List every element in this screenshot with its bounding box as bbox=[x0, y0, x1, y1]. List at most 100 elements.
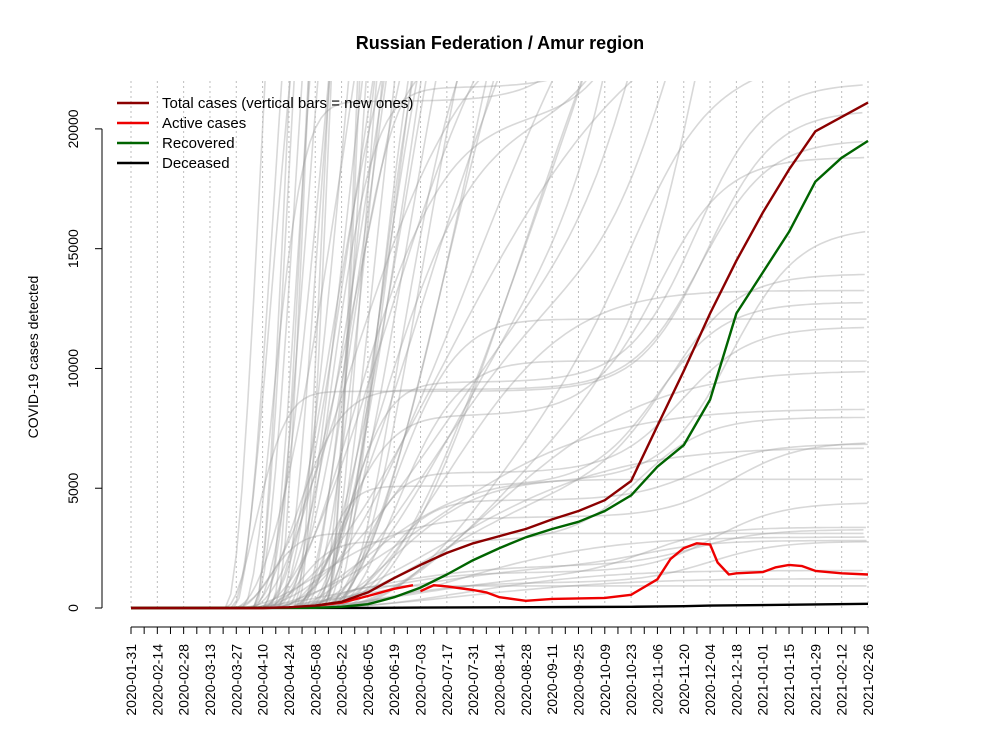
background-region-curve bbox=[275, 81, 499, 608]
chart-title: Russian Federation / Amur region bbox=[356, 33, 644, 53]
background-region-curve bbox=[224, 111, 863, 608]
background-region-curve bbox=[264, 81, 594, 608]
background-region-curve bbox=[324, 318, 867, 608]
background-region-curve bbox=[266, 81, 385, 608]
x-tick-label: 2020-05-22 bbox=[334, 644, 350, 716]
background-region-curve bbox=[296, 585, 867, 608]
x-tick-label: 2020-08-14 bbox=[492, 644, 508, 716]
series-line-deceased bbox=[130, 602, 869, 610]
series-line-total bbox=[131, 101, 869, 610]
series-line-active bbox=[420, 542, 869, 602]
background-region-curve bbox=[283, 81, 666, 608]
background-region-curve bbox=[323, 81, 495, 608]
x-tick-label: 2020-09-25 bbox=[570, 644, 586, 716]
series-group bbox=[130, 101, 869, 610]
x-tick-label: 2021-01-01 bbox=[755, 644, 771, 716]
x-tick-label: 2020-02-28 bbox=[176, 644, 192, 716]
x-tick-label: 2021-01-29 bbox=[807, 644, 823, 716]
background-region-curve bbox=[271, 447, 864, 608]
background-region-curve bbox=[288, 156, 865, 608]
x-tick-label: 2020-11-06 bbox=[649, 644, 665, 715]
y-tick-label: 5000 bbox=[65, 472, 81, 503]
background-region-curve bbox=[305, 81, 422, 608]
x-tick-label: 2020-07-03 bbox=[413, 644, 429, 716]
background-region-curve bbox=[304, 84, 863, 608]
background-region-curve bbox=[285, 81, 548, 608]
legend: Total cases (vertical bars = new ones) Ac… bbox=[117, 95, 413, 172]
x-tick-label: 2021-02-12 bbox=[834, 644, 850, 716]
background-region-curve bbox=[317, 289, 865, 608]
background-region-curve bbox=[315, 569, 863, 608]
x-tick-label: 2020-09-11 bbox=[544, 644, 560, 715]
x-tick-label: 2021-02-26 bbox=[860, 644, 876, 716]
background-region-curve bbox=[262, 81, 382, 608]
background-regions-group bbox=[224, 81, 868, 608]
x-tick-label: 2020-06-05 bbox=[360, 644, 376, 716]
y-tick-label: 10000 bbox=[65, 349, 81, 388]
background-region-curve bbox=[237, 532, 864, 608]
background-region-curve bbox=[296, 81, 604, 608]
x-tick-label: 2020-12-04 bbox=[702, 644, 718, 716]
background-region-curve bbox=[262, 81, 374, 608]
background-region-curve bbox=[321, 81, 414, 608]
background-region-curve bbox=[310, 81, 437, 608]
x-tick-label: 2020-04-10 bbox=[255, 644, 271, 716]
background-region-curve bbox=[229, 539, 867, 608]
x-tick-label: 2020-12-18 bbox=[728, 644, 744, 716]
background-region-curve bbox=[269, 81, 554, 608]
background-region-curve bbox=[273, 81, 387, 608]
background-region-curve bbox=[233, 442, 866, 608]
background-region-curve bbox=[253, 81, 475, 608]
background-region-curve bbox=[333, 81, 583, 608]
x-tick-label: 2020-03-13 bbox=[202, 644, 218, 716]
background-region-curve bbox=[292, 577, 868, 608]
x-tick-label: 2020-05-08 bbox=[307, 644, 323, 716]
legend-label: Total cases (vertical bars = new ones) bbox=[162, 95, 413, 112]
legend-label: Active cases bbox=[162, 115, 246, 132]
background-region-curve bbox=[327, 81, 584, 608]
legend-label: Recovered bbox=[162, 135, 235, 152]
x-tick-label: 2020-03-27 bbox=[228, 644, 244, 716]
background-region-curve bbox=[332, 81, 459, 608]
background-region-curve bbox=[322, 326, 865, 608]
background-region-curve bbox=[244, 408, 865, 608]
x-tick-label: 2020-11-20 bbox=[676, 644, 692, 715]
background-region-curve bbox=[231, 81, 480, 608]
x-tick-label: 2020-02-14 bbox=[149, 644, 165, 716]
background-region-curve bbox=[308, 81, 418, 608]
background-region-curve bbox=[330, 81, 458, 608]
background-region-curve bbox=[323, 370, 866, 608]
x-tick-label: 2020-10-23 bbox=[623, 644, 639, 716]
background-region-curve bbox=[233, 81, 355, 608]
x-tick-label: 2020-01-31 bbox=[123, 644, 139, 716]
background-region-curve bbox=[292, 301, 863, 608]
x-tick-label: 2020-04-24 bbox=[281, 644, 297, 716]
x-tick-label: 2021-01-15 bbox=[781, 644, 797, 716]
legend-label: Deceased bbox=[162, 155, 230, 172]
series-line-recovered bbox=[130, 139, 869, 610]
x-tick-label: 2020-08-28 bbox=[518, 644, 534, 716]
background-region-curve bbox=[286, 81, 587, 608]
background-region-curve bbox=[297, 540, 868, 608]
background-region-curve bbox=[248, 81, 401, 608]
background-region-curve bbox=[296, 81, 418, 608]
background-region-curve bbox=[316, 81, 413, 608]
background-region-curve bbox=[241, 81, 541, 608]
axes-group: 0 5000 10000 15000 20000 2020-01-31 2020-02-14… bbox=[65, 109, 876, 715]
x-tick-label: 2020-06-19 bbox=[386, 644, 402, 716]
background-region-curve bbox=[247, 81, 634, 608]
background-region-curve bbox=[247, 81, 629, 608]
background-region-curve bbox=[306, 230, 866, 608]
x-tick-label: 2020-07-31 bbox=[465, 644, 481, 716]
background-region-curve bbox=[267, 416, 866, 608]
background-region-curve bbox=[247, 140, 863, 608]
background-region-curve bbox=[279, 526, 866, 608]
background-region-curve bbox=[226, 529, 864, 608]
background-region-curve bbox=[331, 443, 868, 608]
y-tick-label: 0 bbox=[65, 604, 81, 612]
x-tick-label: 2020-10-09 bbox=[597, 644, 613, 716]
background-region-curve bbox=[264, 478, 863, 608]
background-region-curve bbox=[315, 81, 488, 608]
